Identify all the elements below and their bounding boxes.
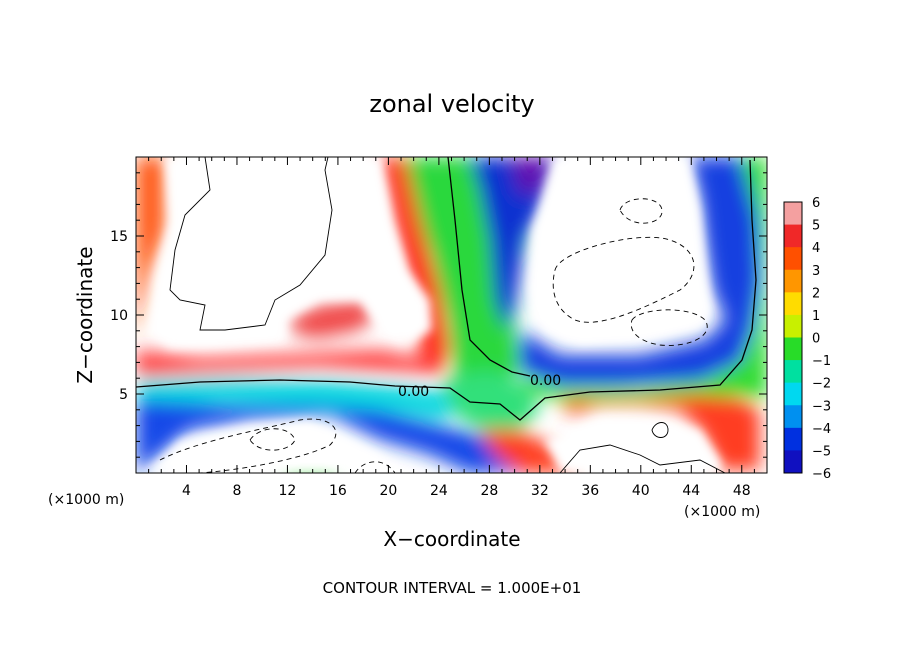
- zero-contour-horizontal: [136, 159, 757, 421]
- plot-area: 0.00 0.00: [136, 157, 767, 473]
- contour-label: 0.00: [530, 373, 561, 389]
- x-tick-label: 36: [581, 483, 599, 499]
- chart-title: zonal velocity: [369, 90, 534, 118]
- x-tick-label: 24: [430, 483, 448, 499]
- colorbar-swatch: [784, 292, 802, 316]
- x-tick-label: 48: [733, 483, 751, 499]
- velocity-field: [136, 157, 767, 473]
- x-tick-label: 12: [279, 483, 297, 499]
- contour-small-loop: [651, 422, 669, 438]
- colorbar-swatch: [784, 202, 802, 226]
- colorbar-frame: [783, 201, 803, 474]
- contour-label: 0.00: [398, 384, 429, 400]
- colorbar-swatch: [784, 337, 802, 361]
- colorbar-label: −6: [812, 467, 831, 482]
- x-tick-label: 8: [232, 483, 241, 499]
- blank-regions: [150, 157, 722, 473]
- colorbar-swatch: [784, 405, 802, 429]
- colorbar-label: 5: [812, 219, 820, 234]
- colorbar-label: −2: [812, 377, 831, 392]
- x-unit-label-right: (×1000 m): [684, 504, 760, 520]
- colorbar-label: 4: [812, 241, 820, 256]
- colorbar-label: −5: [812, 444, 831, 459]
- zero-contour-jet: [447, 157, 531, 377]
- x-tick-label: 20: [379, 483, 397, 499]
- colorbar-label: −4: [812, 422, 831, 437]
- colorbar-swatch: [784, 382, 802, 406]
- x-axis-label: X−coordinate: [383, 527, 520, 551]
- colorbar-label: −1: [812, 354, 831, 369]
- colorbar-swatch: [784, 247, 802, 271]
- contour-upper-left: [169, 157, 333, 331]
- x-tick-label: 32: [531, 483, 549, 499]
- colorbar-label: 1: [812, 309, 820, 324]
- x-tick-label: 40: [632, 483, 650, 499]
- y-tick-label: 5: [119, 387, 128, 403]
- colorbar-swatch: [784, 269, 802, 293]
- colorbar-label: 0: [812, 332, 820, 347]
- colorbar-label: 3: [812, 264, 820, 279]
- colorbar-label: −3: [812, 399, 831, 414]
- colorbar-swatch: [784, 427, 802, 451]
- y-tick-label: 10: [110, 308, 128, 324]
- x-tick-label: 44: [682, 483, 700, 499]
- contour-lower-right: [559, 444, 726, 473]
- contour-lines: [136, 157, 757, 473]
- x-tick-label: 4: [182, 483, 191, 499]
- colorbar-label: 6: [812, 196, 820, 211]
- y-axis-label: Z−coordinate: [73, 246, 97, 383]
- colorbar-label: 2: [812, 286, 820, 301]
- x-tick-label: 16: [329, 483, 347, 499]
- y-tick-label: 15: [110, 229, 128, 245]
- dashed-contours: [159, 198, 708, 473]
- colorbar-swatch: [784, 450, 802, 474]
- y-axis: 5 10 15: [110, 172, 767, 458]
- colorbar-swatch: [784, 224, 802, 248]
- colorbar-swatch: [784, 314, 802, 338]
- colorbar: 6 5 4 3 2 1 0 −1 −2 −3 −4 −5 −6: [783, 196, 831, 482]
- x-axis: 4 8 12 16 20 24 28 32 36 40 44 48: [148, 157, 755, 499]
- contour-label-group: 0.00 0.00: [398, 373, 561, 400]
- x-unit-label-left: (×1000 m): [48, 492, 124, 508]
- contour-interval-note: CONTOUR INTERVAL = 1.000E+01: [323, 579, 582, 597]
- x-tick-label: 28: [480, 483, 498, 499]
- colorbar-swatch: [784, 360, 802, 384]
